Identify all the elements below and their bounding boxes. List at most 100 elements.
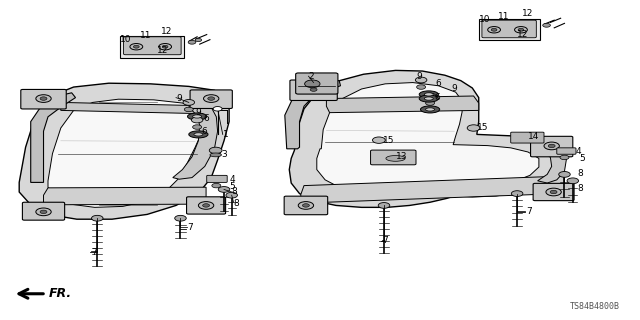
Circle shape <box>424 93 436 99</box>
Text: 14: 14 <box>528 132 540 141</box>
Circle shape <box>193 125 202 129</box>
Polygon shape <box>31 93 76 182</box>
Polygon shape <box>289 70 564 207</box>
Polygon shape <box>44 187 206 205</box>
Circle shape <box>175 215 186 221</box>
Text: 7: 7 <box>526 207 532 216</box>
Circle shape <box>36 95 51 102</box>
Ellipse shape <box>188 113 207 120</box>
Circle shape <box>310 88 317 91</box>
FancyBboxPatch shape <box>120 36 184 58</box>
Circle shape <box>306 86 321 93</box>
Circle shape <box>560 155 569 160</box>
FancyBboxPatch shape <box>207 175 227 182</box>
Ellipse shape <box>419 91 438 98</box>
Text: 9: 9 <box>451 84 457 93</box>
Text: 10: 10 <box>479 15 490 24</box>
Circle shape <box>415 77 427 83</box>
Circle shape <box>543 23 550 27</box>
Polygon shape <box>285 81 340 149</box>
Text: 9: 9 <box>416 72 422 81</box>
Text: 2: 2 <box>308 72 314 81</box>
Text: 12: 12 <box>522 9 533 18</box>
Circle shape <box>191 117 203 123</box>
Circle shape <box>544 142 559 150</box>
Text: 12: 12 <box>157 46 168 55</box>
Ellipse shape <box>386 156 405 161</box>
Circle shape <box>198 202 214 209</box>
Circle shape <box>488 27 500 33</box>
Circle shape <box>515 27 527 33</box>
Text: TS84B4800B: TS84B4800B <box>570 302 620 311</box>
Circle shape <box>550 190 557 194</box>
Text: 15: 15 <box>477 123 488 132</box>
Text: 8: 8 <box>234 199 239 208</box>
Polygon shape <box>48 99 204 207</box>
Text: 12: 12 <box>517 30 529 39</box>
FancyBboxPatch shape <box>187 197 226 214</box>
Text: 7: 7 <box>187 223 193 232</box>
Text: 7: 7 <box>91 248 97 257</box>
Text: 8: 8 <box>577 184 583 193</box>
Polygon shape <box>61 102 198 114</box>
Ellipse shape <box>424 97 433 100</box>
Circle shape <box>303 204 309 207</box>
Text: 15: 15 <box>383 136 394 145</box>
Circle shape <box>208 97 214 100</box>
Polygon shape <box>19 83 229 219</box>
Circle shape <box>467 125 480 131</box>
FancyBboxPatch shape <box>124 37 181 55</box>
Text: 6: 6 <box>204 114 209 123</box>
FancyBboxPatch shape <box>531 136 573 157</box>
Circle shape <box>218 187 230 192</box>
Text: 7: 7 <box>382 236 388 245</box>
Circle shape <box>492 28 497 31</box>
Text: 6: 6 <box>434 93 440 102</box>
Circle shape <box>183 100 195 105</box>
FancyBboxPatch shape <box>296 73 338 94</box>
Circle shape <box>305 80 320 88</box>
Circle shape <box>40 97 47 100</box>
FancyBboxPatch shape <box>371 150 416 165</box>
FancyBboxPatch shape <box>482 20 536 38</box>
FancyBboxPatch shape <box>20 90 67 109</box>
Text: 4: 4 <box>576 147 582 156</box>
Circle shape <box>378 203 390 208</box>
Circle shape <box>134 45 140 48</box>
FancyBboxPatch shape <box>290 80 337 100</box>
Circle shape <box>518 28 524 31</box>
Circle shape <box>163 45 168 48</box>
Text: 3: 3 <box>221 150 227 159</box>
Text: 5: 5 <box>229 182 235 191</box>
Ellipse shape <box>189 131 208 138</box>
Circle shape <box>212 183 221 188</box>
Circle shape <box>511 191 523 196</box>
Circle shape <box>195 38 202 42</box>
Ellipse shape <box>420 106 440 113</box>
Circle shape <box>372 137 385 143</box>
Polygon shape <box>326 96 479 113</box>
Polygon shape <box>528 137 566 183</box>
FancyBboxPatch shape <box>22 202 65 220</box>
Text: 12: 12 <box>161 27 173 36</box>
Text: 6: 6 <box>435 79 441 88</box>
FancyBboxPatch shape <box>479 19 540 40</box>
Circle shape <box>188 40 196 44</box>
Text: 5: 5 <box>579 154 585 163</box>
Ellipse shape <box>194 133 203 136</box>
Circle shape <box>559 172 570 177</box>
Text: 13: 13 <box>396 152 407 161</box>
FancyBboxPatch shape <box>284 196 328 215</box>
Text: 8: 8 <box>577 169 583 178</box>
Text: 11: 11 <box>498 12 509 21</box>
Circle shape <box>213 107 222 111</box>
Text: 9: 9 <box>196 108 202 117</box>
Circle shape <box>40 210 47 213</box>
Polygon shape <box>173 101 218 179</box>
Polygon shape <box>317 83 539 195</box>
FancyBboxPatch shape <box>533 183 574 201</box>
Circle shape <box>548 144 555 148</box>
Ellipse shape <box>424 93 433 96</box>
Text: 8: 8 <box>232 188 237 196</box>
Text: 10: 10 <box>120 36 132 44</box>
